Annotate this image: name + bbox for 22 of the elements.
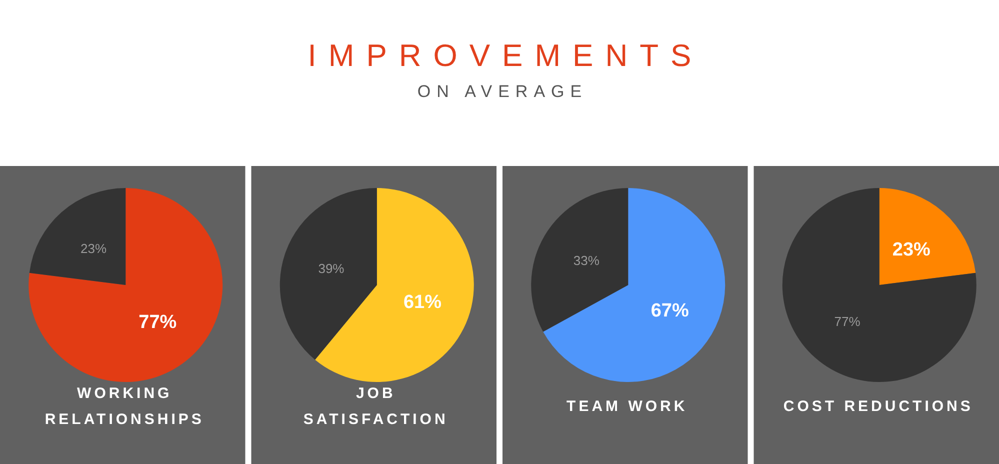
pie-slice — [29, 188, 126, 285]
text: JOB SATISFACTION — [303, 385, 448, 428]
data-label: 39% — [318, 261, 345, 276]
data-label: 77% — [834, 314, 861, 329]
text: ON AVERAGE — [417, 82, 588, 101]
pie-slice — [531, 188, 628, 332]
text: WORKING RELATIONSHIPS — [44, 385, 204, 428]
pie-slice — [315, 188, 474, 382]
text: COST REDUCTIONS — [783, 398, 974, 415]
text: TEAM WORK — [566, 398, 688, 415]
data-label: 23% — [892, 239, 931, 260]
pie-slice — [782, 188, 976, 382]
data-label: 33% — [573, 252, 600, 268]
pie-slice — [280, 188, 377, 360]
text: IMPROVEMENTS — [308, 38, 704, 73]
data-label: 61% — [403, 292, 442, 314]
pie-slice — [879, 188, 976, 285]
pie-slice — [28, 188, 223, 382]
pie-slice — [543, 188, 726, 382]
data-label: 77% — [138, 312, 177, 334]
data-label: 67% — [650, 300, 689, 322]
data-label: 23% — [80, 241, 107, 256]
